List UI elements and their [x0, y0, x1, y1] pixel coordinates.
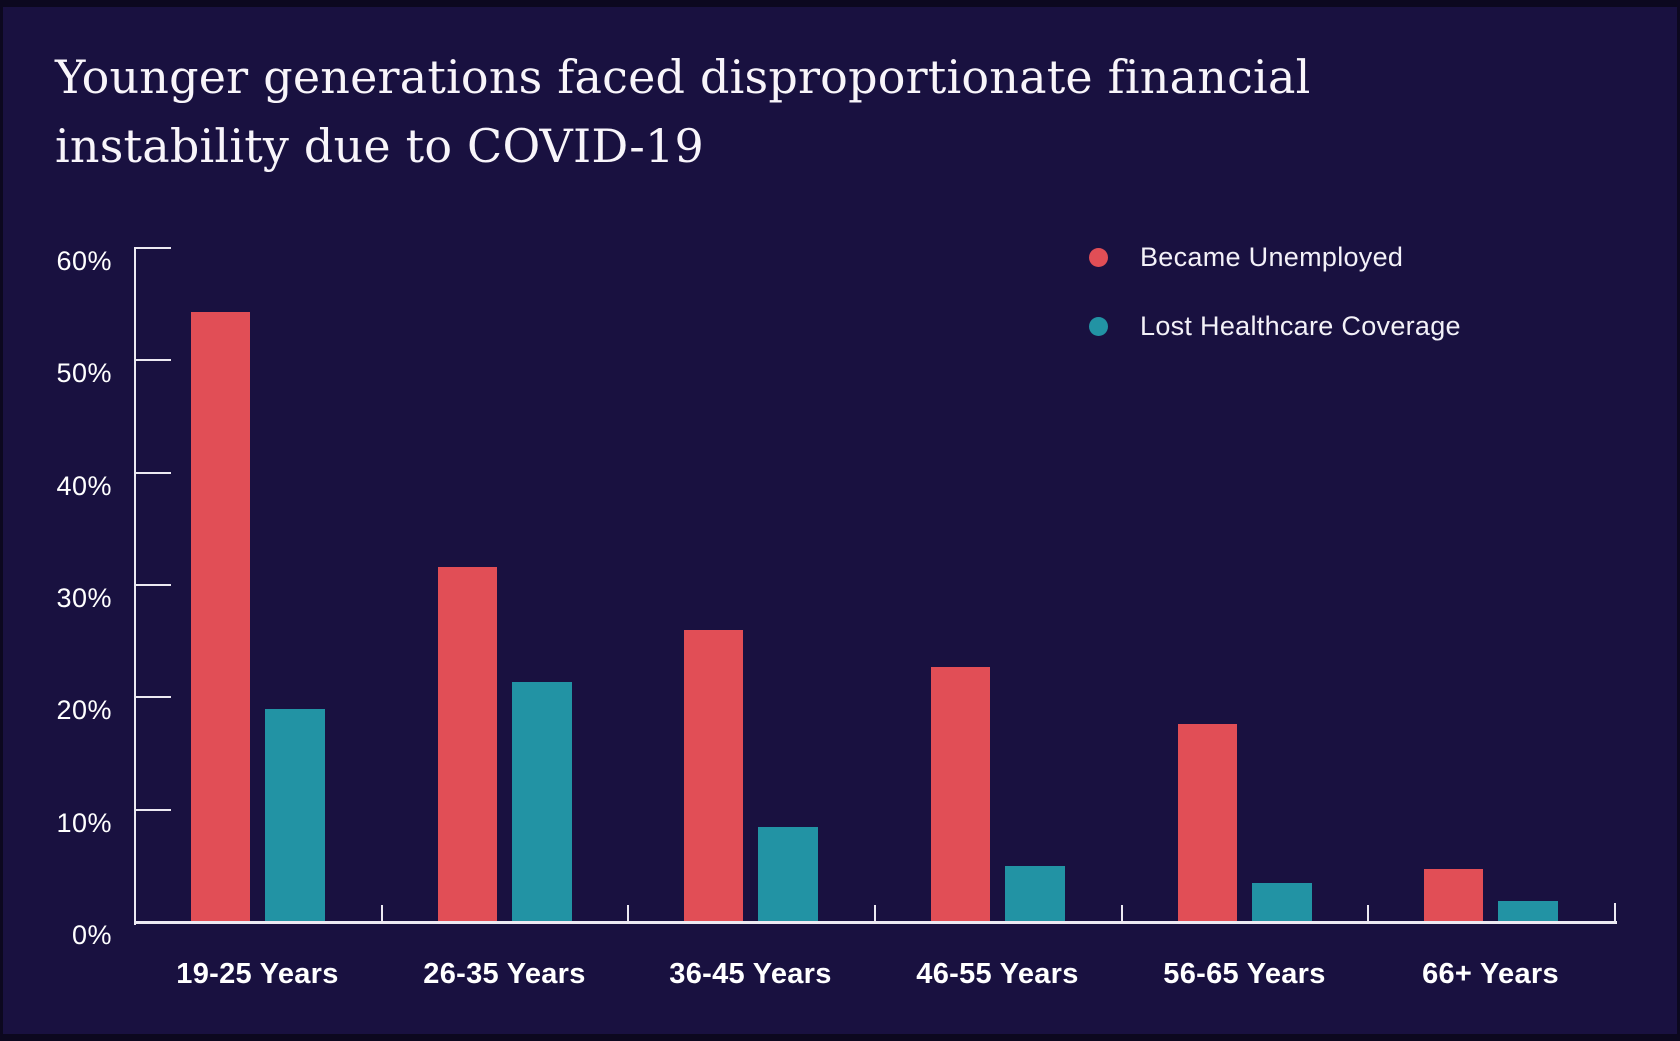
y-axis-line: [134, 248, 136, 925]
y-axis-tick-label: 50%: [56, 358, 112, 388]
chart-title: Younger generations faced disproportiona…: [55, 43, 1555, 181]
y-axis-tick: [134, 809, 171, 811]
y-axis-tick: [134, 359, 171, 361]
x-axis-label: 26-35 Years: [423, 958, 586, 990]
x-axis-label: 19-25 Years: [176, 958, 339, 990]
legend-label-unemployed: Became Unemployed: [1140, 242, 1404, 272]
bar-lost-healthcare: [1252, 882, 1312, 922]
legend-item-healthcare: Lost Healthcare Coverage: [1089, 311, 1461, 342]
legend-label-healthcare: Lost Healthcare Coverage: [1140, 311, 1461, 341]
x-axis-line: [134, 921, 1617, 924]
x-axis-tick: [1367, 905, 1369, 921]
x-axis-label: 66+ Years: [1422, 958, 1559, 990]
y-axis-tick-label: 30%: [56, 583, 112, 613]
bar-became-unemployed: [1424, 869, 1483, 922]
bar-became-unemployed: [438, 567, 497, 922]
y-axis-tick-label: 0%: [71, 920, 112, 950]
chart-canvas: Younger generations faced disproportiona…: [3, 7, 1677, 1034]
y-axis-tick-label: 60%: [56, 246, 112, 276]
y-axis-tick: [134, 696, 171, 698]
y-axis-tick-label: 20%: [56, 695, 112, 725]
bar-became-unemployed: [191, 312, 250, 922]
legend-item-unemployed: Became Unemployed: [1089, 242, 1461, 273]
x-axis-tick: [1121, 905, 1123, 921]
bar-lost-healthcare: [1498, 900, 1558, 922]
x-axis-tick: [381, 905, 383, 921]
chart-title-line-1: Younger generations faced disproportiona…: [55, 50, 1311, 104]
y-axis-tick: [134, 247, 171, 249]
x-axis-tick: [874, 905, 876, 921]
x-axis-label: 36-45 Years: [669, 958, 832, 990]
bar-lost-healthcare: [512, 681, 572, 922]
bar-became-unemployed: [1178, 724, 1237, 922]
chart-title-line-2: instability due to COVID-19: [55, 119, 704, 173]
y-axis-tick-label: 10%: [56, 808, 112, 838]
x-axis-tick: [627, 905, 629, 921]
bar-lost-healthcare: [758, 826, 818, 922]
legend-dot-unemployed-icon: [1089, 248, 1108, 267]
bar-lost-healthcare: [265, 708, 325, 922]
y-axis-tick-label: 40%: [56, 471, 112, 501]
x-axis-label: 46-55 Years: [916, 958, 1079, 990]
x-axis-label: 56-65 Years: [1163, 958, 1326, 990]
x-axis-end-tick: [1614, 903, 1616, 921]
bar-lost-healthcare: [1005, 865, 1065, 922]
y-axis-tick: [134, 584, 171, 586]
y-axis-tick: [134, 472, 171, 474]
bar-became-unemployed: [684, 629, 743, 922]
bar-became-unemployed: [931, 667, 990, 922]
chart-legend: Became Unemployed Lost Healthcare Covera…: [1089, 242, 1461, 342]
legend-dot-healthcare-icon: [1089, 317, 1108, 336]
